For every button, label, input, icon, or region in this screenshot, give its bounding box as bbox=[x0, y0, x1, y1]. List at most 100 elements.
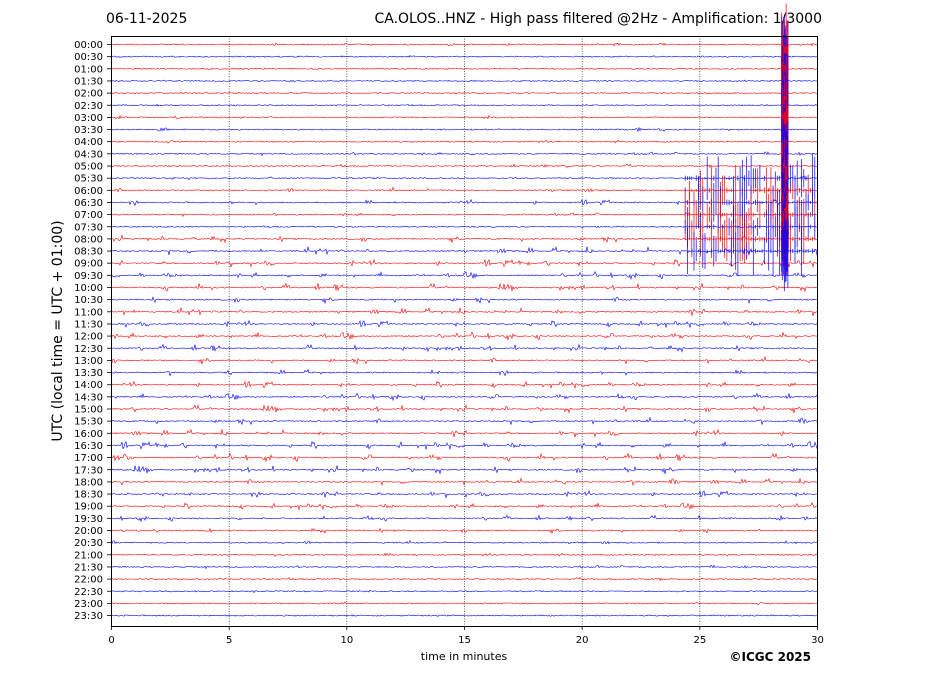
trace-0530 bbox=[110, 175, 818, 181]
trace-0700 bbox=[110, 212, 818, 218]
y-tick-label: 04:00 bbox=[74, 137, 103, 148]
x-axis-label: time in minutes bbox=[421, 650, 508, 663]
trace-0200 bbox=[110, 91, 818, 95]
y-tick-label: 02:30 bbox=[74, 101, 103, 112]
y-tick-label: 19:00 bbox=[74, 502, 103, 513]
y-tick-label: 01:30 bbox=[74, 76, 103, 87]
trace-2130 bbox=[110, 564, 818, 570]
y-tick-label: 15:30 bbox=[74, 417, 103, 428]
y-tick-label: 07:00 bbox=[74, 210, 103, 221]
trace-2330 bbox=[110, 614, 818, 617]
y-axis-label: UTC (local time = UTC + 01:00) bbox=[50, 220, 66, 441]
trace-1700 bbox=[110, 452, 818, 463]
trace-0930 bbox=[110, 271, 818, 281]
y-tick-label: 11:30 bbox=[74, 319, 103, 330]
y-tick-label: 00:30 bbox=[74, 52, 103, 63]
trace-group bbox=[110, 3, 818, 617]
x-tick-label: 0 bbox=[108, 635, 114, 646]
x-tick-label: 5 bbox=[226, 635, 232, 646]
trace-0330 bbox=[110, 126, 818, 133]
trace-0400 bbox=[110, 139, 818, 144]
trace-1130 bbox=[110, 319, 818, 329]
trace-2000 bbox=[110, 527, 818, 535]
plot-date: 06-11-2025 bbox=[106, 11, 188, 27]
trace-1230 bbox=[110, 343, 818, 353]
trace-1800 bbox=[110, 477, 818, 487]
y-tick-label: 08:00 bbox=[74, 234, 103, 245]
event-burst-1 bbox=[781, 210, 789, 292]
trace-1600 bbox=[110, 428, 818, 438]
y-tick-label: 18:30 bbox=[74, 490, 103, 501]
trace-1900 bbox=[110, 502, 818, 511]
y-tick-label: 17:30 bbox=[74, 465, 103, 476]
plot-frame bbox=[111, 36, 818, 627]
trace-1630 bbox=[110, 440, 818, 450]
y-tick-label: 00:00 bbox=[74, 40, 103, 51]
y-tick-label: 05:00 bbox=[74, 162, 103, 173]
y-tick-label: 10:00 bbox=[74, 283, 103, 294]
trace-2030 bbox=[110, 539, 818, 545]
trace-2230 bbox=[110, 589, 818, 594]
y-tick-label: 01:00 bbox=[74, 64, 103, 75]
y-tick-label: 19:30 bbox=[74, 514, 103, 525]
y-tick-label: 17:00 bbox=[74, 453, 103, 464]
trace-0730 bbox=[110, 225, 818, 229]
trace-0600 bbox=[110, 186, 818, 193]
y-tick-label: 14:00 bbox=[74, 380, 103, 391]
y-tick-label: 22:30 bbox=[74, 587, 103, 598]
y-tick-label: 04:30 bbox=[74, 149, 103, 160]
y-tick-label: 12:00 bbox=[74, 332, 103, 343]
y-tick-label: 08:30 bbox=[74, 247, 103, 258]
plot-title: CA.OLOS..HNZ - High pass filtered @2Hz -… bbox=[374, 11, 822, 27]
y-tick-label: 03:30 bbox=[74, 125, 103, 136]
y-tick-label: 09:00 bbox=[74, 259, 103, 270]
y-tick-label: 10:30 bbox=[74, 295, 103, 306]
trace-1830 bbox=[110, 489, 818, 499]
y-tick-label: 13:30 bbox=[74, 368, 103, 379]
y-tick-label: 07:30 bbox=[74, 222, 103, 233]
y-tick-label: 16:00 bbox=[74, 429, 103, 440]
grid-lines bbox=[228, 36, 701, 626]
trace-0000 bbox=[110, 42, 818, 47]
trace-1200 bbox=[110, 331, 818, 341]
y-tick-label: 06:30 bbox=[74, 198, 103, 209]
y-tick-label: 06:00 bbox=[74, 186, 103, 197]
trace-1030 bbox=[110, 296, 818, 304]
y-tick-label: 20:30 bbox=[74, 538, 103, 549]
trace-0230 bbox=[110, 103, 818, 107]
trace-0500 bbox=[110, 163, 818, 169]
trace-1430 bbox=[110, 392, 818, 402]
x-tick-label: 10 bbox=[340, 635, 353, 646]
y-tick-label: 20:00 bbox=[74, 526, 103, 537]
trace-1330 bbox=[110, 368, 818, 377]
y-tick-label: 02:00 bbox=[74, 89, 103, 100]
trace-1000 bbox=[110, 282, 818, 293]
trace-0100 bbox=[110, 67, 818, 70]
trace-0630 bbox=[110, 198, 818, 207]
trace-1300 bbox=[110, 355, 818, 365]
trace-0430 bbox=[110, 151, 818, 157]
x-tick-label: 20 bbox=[576, 635, 589, 646]
y-tick-label: 11:00 bbox=[74, 307, 103, 318]
copyright-credit: ©ICGC 2025 bbox=[729, 650, 811, 664]
trace-1730 bbox=[110, 464, 818, 475]
x-tick-label: 15 bbox=[458, 635, 471, 646]
trace-0800 bbox=[110, 234, 818, 244]
trace-1500 bbox=[110, 404, 818, 414]
y-tick-label: 14:30 bbox=[74, 392, 103, 403]
y-tick-label: 16:30 bbox=[74, 441, 103, 452]
trace-0830 bbox=[110, 246, 818, 256]
trace-2200 bbox=[110, 577, 818, 582]
y-tick-label: 13:00 bbox=[74, 356, 103, 367]
x-tick-label: 30 bbox=[811, 635, 824, 646]
trace-0130 bbox=[110, 79, 818, 83]
trace-0300 bbox=[110, 114, 818, 120]
trace-0030 bbox=[110, 55, 818, 58]
y-tick-label: 03:00 bbox=[74, 113, 103, 124]
trace-1930 bbox=[110, 514, 818, 523]
y-tick-label: 15:00 bbox=[74, 405, 103, 416]
y-tick-label: 09:30 bbox=[74, 271, 103, 282]
trace-2100 bbox=[110, 552, 818, 557]
y-tick-label: 18:00 bbox=[74, 477, 103, 488]
